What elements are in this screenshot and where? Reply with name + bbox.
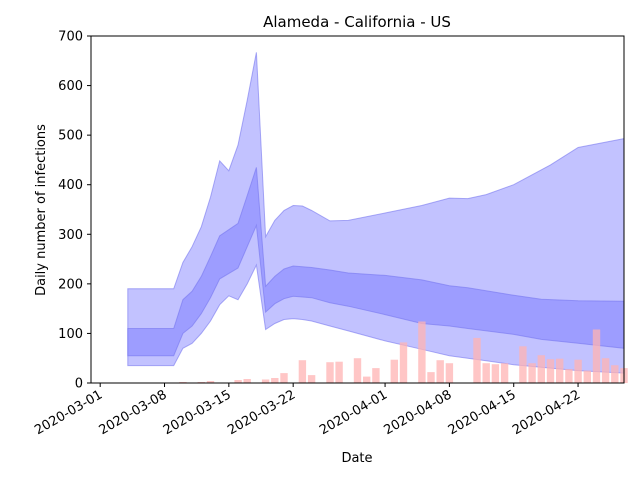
bar-2020-04-13 [491,364,500,383]
bar-2020-04-05 [418,321,426,383]
y-axis-label: Daily number of infections [34,124,49,296]
bar-2020-04-18 [537,355,545,383]
y-tick-label: 200 [58,277,83,292]
x-axis-label: Date [341,451,372,466]
y-tick-label: 500 [58,129,83,144]
bar-2020-03-31 [372,368,380,383]
x-axis-ticks: 2020-03-012020-03-082020-03-152020-03-22… [32,383,583,438]
bar-2020-04-19 [546,359,555,383]
confidence-bands [127,52,625,374]
y-tick-label: 400 [58,178,83,193]
bar-2020-04-16 [519,346,527,383]
y-tick-label: 600 [58,79,83,94]
bar-2020-03-21 [280,373,288,383]
x-tick-label: 2020-04-22 [510,387,583,438]
x-tick-label: 2020-03-01 [32,387,105,438]
bar-2020-03-24 [307,375,316,383]
bar-2020-04-11 [473,337,481,383]
bar-2020-03-23 [298,360,307,383]
bar-2020-04-25 [601,358,610,383]
bar-2020-04-26 [611,365,619,383]
bar-2020-03-26 [326,362,334,383]
bar-2020-03-13 [206,381,215,383]
bar-2020-03-29 [353,358,362,383]
bar-2020-04-03 [399,342,408,383]
bar-2020-04-12 [482,363,490,383]
x-tick-label: 2020-03-15 [161,387,234,438]
bar-2020-04-23 [583,370,591,383]
bar-2020-03-17 [243,379,251,383]
y-tick-label: 300 [58,228,83,243]
chart-title: Alameda - California - US [263,13,451,31]
bar-2020-03-20 [271,378,279,383]
bar-2020-04-21 [565,369,573,383]
y-tick-label: 700 [58,30,83,45]
bar-2020-03-19 [261,379,270,383]
bar-2020-03-30 [363,376,371,383]
bar-2020-04-22 [574,359,582,383]
y-axis-ticks: 0 100 200 300 400 500 600 700 [58,30,91,392]
bar-2020-04-20 [556,358,564,383]
daily-bars [179,321,628,383]
y-tick-label: 0 [75,377,83,392]
x-tick-label: 2020-03-08 [97,387,170,438]
bar-2020-04-06 [427,372,435,383]
bar-2020-04-07 [436,360,444,383]
bar-2020-04-14 [500,363,509,383]
bar-2020-04-08 [445,363,454,383]
bar-2020-03-16 [234,380,242,383]
y-tick-label: 100 [58,327,83,342]
x-tick-label: 2020-04-08 [381,387,454,438]
x-tick-label: 2020-04-15 [446,387,519,438]
x-tick-label: 2020-03-22 [225,387,298,438]
plot-frame [90,35,625,384]
bar-2020-04-17 [528,363,536,383]
bar-2020-03-27 [335,361,343,383]
bar-2020-04-02 [390,359,398,383]
x-tick-label: 2020-04-01 [317,387,390,438]
bar-2020-04-24 [592,329,601,383]
